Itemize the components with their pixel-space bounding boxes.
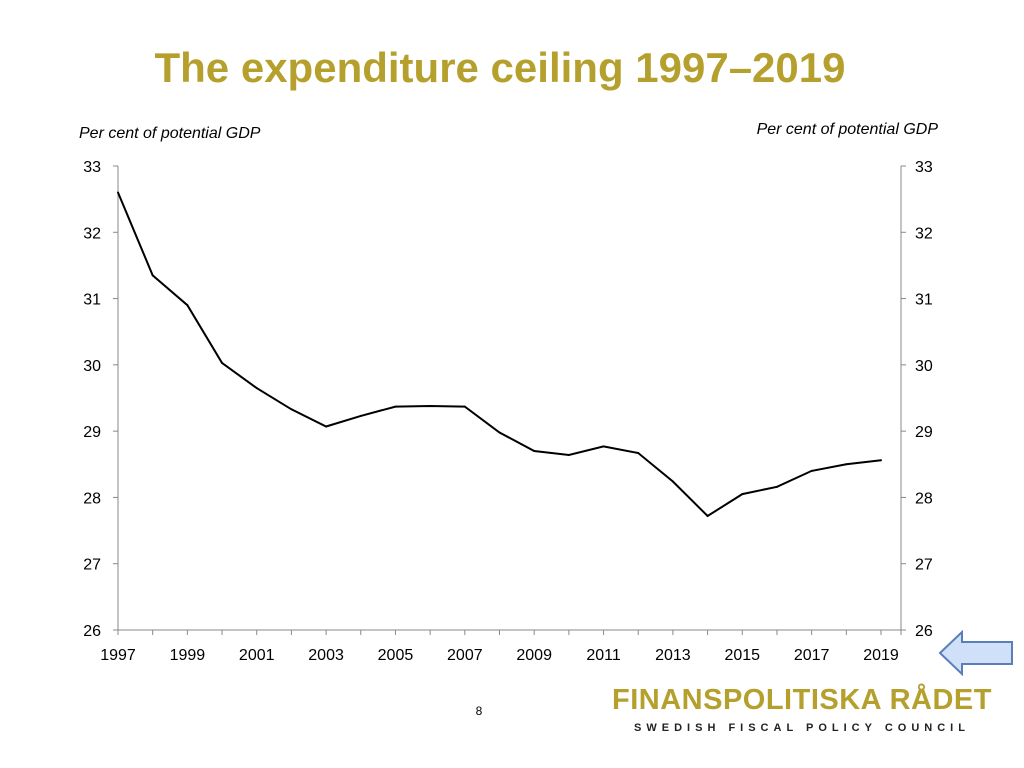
x-tick-label: 2019 (863, 647, 899, 664)
data-point-2019 (880, 459, 882, 462)
data-point-2007 (463, 405, 466, 408)
left-y-tick-label: 32 (83, 225, 101, 242)
council-logo: FINANSPOLITISKA RÅDET SWEDISH FISCAL POL… (604, 684, 1000, 734)
data-point-2017 (810, 469, 813, 472)
x-tick-label: 2015 (724, 647, 760, 664)
page-number: 8 (475, 704, 483, 718)
data-point-2011 (602, 445, 605, 448)
x-tick-label: 2017 (794, 647, 830, 664)
x-tick-label: 2001 (239, 647, 275, 664)
back-button[interactable] (938, 629, 1014, 677)
left-y-tick-label: 30 (83, 358, 101, 375)
right-y-tick-label: 32 (915, 225, 933, 242)
data-point-1999 (186, 304, 189, 307)
data-point-2005 (394, 405, 397, 408)
right-y-tick-label: 27 (915, 557, 933, 574)
x-tick-label: 1997 (100, 647, 136, 664)
data-point-2015 (741, 493, 744, 496)
x-tick-label: 2009 (516, 647, 552, 664)
left-y-tick-label: 26 (83, 623, 101, 640)
right-y-tick-label: 26 (915, 623, 933, 640)
x-tick-label: 2011 (586, 647, 621, 664)
data-point-2016 (775, 485, 778, 488)
slide-title: The expenditure ceiling 1997–2019 (154, 44, 846, 91)
data-point-2012 (637, 452, 640, 455)
data-point-2018 (845, 463, 848, 466)
data-point-2003 (325, 425, 328, 428)
right-y-tick-label: 31 (915, 292, 933, 309)
x-tick-label: 2007 (447, 647, 483, 664)
data-point-2002 (290, 408, 293, 411)
data-point-2014 (706, 514, 709, 517)
left-axis-label: Per cent of potential GDP (79, 125, 261, 142)
logo-name: FINANSPOLITISKA RÅDET (612, 684, 992, 716)
right-y-tick-label: 30 (915, 358, 933, 375)
left-y-tick-label: 31 (83, 292, 101, 309)
series-line-expenditure-ceiling (117, 192, 882, 518)
x-tick-label: 2013 (655, 647, 691, 664)
data-point-2010 (567, 454, 570, 457)
left-arrow-icon (938, 629, 1013, 677)
data-point-2009 (533, 450, 536, 453)
x-tick-label: 2003 (308, 647, 344, 664)
data-point-2004 (359, 414, 362, 417)
data-point-2013 (671, 480, 674, 483)
right-axis-label: Per cent of potential GDP (756, 121, 938, 138)
data-point-2000 (221, 361, 224, 364)
left-y-tick-label: 27 (83, 557, 101, 574)
data-point-2006 (429, 404, 432, 407)
x-tick-label: 1999 (170, 647, 206, 664)
data-point-2008 (498, 431, 501, 434)
x-tick-label: 2005 (378, 647, 414, 664)
left-y-tick-label: 28 (83, 490, 101, 507)
left-y-tick-label: 29 (83, 424, 101, 441)
right-y-tick-label: 29 (915, 424, 933, 441)
data-point-1998 (151, 274, 154, 277)
right-y-tick-label: 33 (915, 159, 933, 176)
left-y-tick-label: 33 (83, 159, 101, 176)
right-y-tick-label: 28 (915, 490, 933, 507)
data-point-2001 (255, 387, 258, 390)
logo-subtitle: SWEDISH FISCAL POLICY COUNCIL (634, 722, 970, 734)
data-point-1997 (117, 191, 119, 194)
